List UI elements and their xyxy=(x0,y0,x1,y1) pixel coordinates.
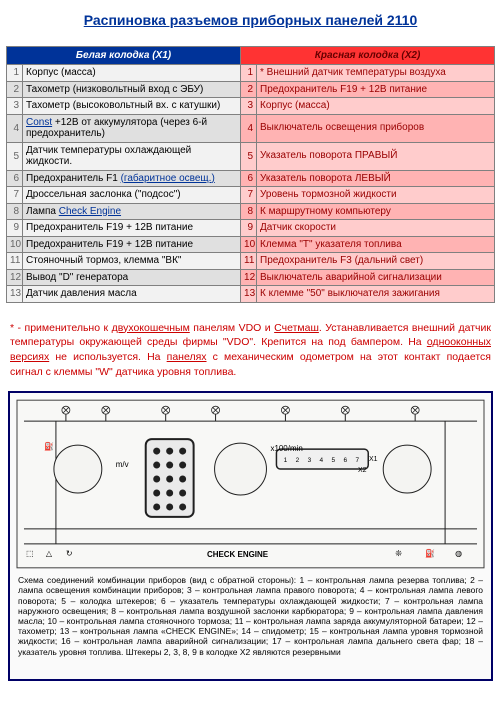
row-num-left: 11 xyxy=(7,253,23,270)
row-text-right: * Внешний датчик температуры воздуха xyxy=(257,65,495,82)
row-text-right: Указатель поворота ЛЕВЫЙ xyxy=(257,170,495,187)
row-text-right: Выключатель аварийной сигнализации xyxy=(257,269,495,286)
pinout-table: Белая колодка (X1) Красная колодка (X2) … xyxy=(6,46,495,303)
row-text-right: Клемма "Т" указателя топлива xyxy=(257,236,495,253)
row-num-right: 3 xyxy=(241,98,257,115)
row-text-left: Const +12В от аккумулятора (через 6-й пр… xyxy=(23,114,241,142)
row-num-right: 7 xyxy=(241,187,257,204)
row-text-left: Датчик температуры охлаждающей жидкости. xyxy=(23,142,241,170)
row-text-right: Указатель поворота ПРАВЫЙ xyxy=(257,142,495,170)
svg-text:⛽: ⛽ xyxy=(425,548,435,558)
row-text-right: Предохранитель F19 + 12В питание xyxy=(257,81,495,98)
row-text-left: Предохранитель F1 (габаритное освещ.) xyxy=(23,170,241,187)
row-num-right: 5 xyxy=(241,142,257,170)
svg-text:3: 3 xyxy=(308,457,312,464)
row-text-left: Лампа Check Engine xyxy=(23,203,241,220)
row-num-right: 6 xyxy=(241,170,257,187)
svg-text:5: 5 xyxy=(332,457,336,464)
row-text-left: Стояночный тормоз, клемма "ВК" xyxy=(23,253,241,270)
row-text-left: Датчик давления масла xyxy=(23,286,241,303)
svg-text:2: 2 xyxy=(296,457,300,464)
svg-text:X2: X2 xyxy=(358,467,367,474)
row-text-left: Вывод "D" генератора xyxy=(23,269,241,286)
row-num-left: 9 xyxy=(7,220,23,237)
wiring-diagram: 123 4567 X1 X2 m/vx100/min CHECK ENGINE … xyxy=(8,391,493,681)
footnote-text: * - применительно к двухокошечным панеля… xyxy=(10,321,491,380)
row-text-right: Выключатель освещения приборов xyxy=(257,114,495,142)
row-num-left: 13 xyxy=(7,286,23,303)
svg-text:X1: X1 xyxy=(369,456,378,463)
svg-text:m/v: m/v xyxy=(116,460,129,469)
row-num-left: 6 xyxy=(7,170,23,187)
row-text-right: К клемме "50" выключателя зажигания xyxy=(257,286,495,303)
row-num-right: 10 xyxy=(241,236,257,253)
row-text-right: Корпус (масса) xyxy=(257,98,495,115)
row-num-right: 2 xyxy=(241,81,257,98)
svg-text:↻: ↻ xyxy=(66,549,73,558)
row-num-left: 1 xyxy=(7,65,23,82)
row-text-left: Предохранитель F19 + 12В питание xyxy=(23,220,241,237)
row-num-right: 9 xyxy=(241,220,257,237)
svg-text:7: 7 xyxy=(355,457,359,464)
row-num-left: 12 xyxy=(7,269,23,286)
svg-text:△: △ xyxy=(46,549,53,558)
header-right: Красная колодка (X2) xyxy=(241,47,495,65)
row-num-left: 3 xyxy=(7,98,23,115)
svg-text:1: 1 xyxy=(284,457,288,464)
row-text-left: Дроссельная заслонка ("подсос") xyxy=(23,187,241,204)
row-text-right: К маршрутному компьютеру xyxy=(257,203,495,220)
row-num-left: 2 xyxy=(7,81,23,98)
row-num-right: 11 xyxy=(241,253,257,270)
page-title: Распиновка разъемов приборных панелей 21… xyxy=(6,12,495,28)
header-left: Белая колодка (X1) xyxy=(7,47,241,65)
row-num-left: 5 xyxy=(7,142,23,170)
row-text-left: Корпус (масса) xyxy=(23,65,241,82)
svg-text:⛽: ⛽ xyxy=(44,441,54,451)
row-num-left: 10 xyxy=(7,236,23,253)
svg-text:6: 6 xyxy=(343,457,347,464)
svg-text:x100/min: x100/min xyxy=(270,444,302,453)
row-num-right: 1 xyxy=(241,65,257,82)
diagram-caption: Схема соединений комбинации приборов (ви… xyxy=(16,572,485,657)
svg-text:⬚: ⬚ xyxy=(26,549,34,558)
svg-text:4: 4 xyxy=(320,457,324,464)
svg-text:❊: ❊ xyxy=(395,549,402,558)
svg-text:◍: ◍ xyxy=(455,549,462,558)
row-text-left: Тахометр (низковольтный вход с ЭБУ) xyxy=(23,81,241,98)
row-num-right: 4 xyxy=(241,114,257,142)
row-text-right: Уровень тормозной жидкости xyxy=(257,187,495,204)
row-text-right: Предохранитель F3 (дальний свет) xyxy=(257,253,495,270)
row-num-right: 12 xyxy=(241,269,257,286)
row-text-left: Предохранитель F19 + 12В питание xyxy=(23,236,241,253)
row-num-left: 4 xyxy=(7,114,23,142)
row-num-right: 8 xyxy=(241,203,257,220)
svg-text:CHECK ENGINE: CHECK ENGINE xyxy=(207,550,268,559)
row-num-left: 8 xyxy=(7,203,23,220)
row-num-left: 7 xyxy=(7,187,23,204)
row-text-right: Датчик скорости xyxy=(257,220,495,237)
row-num-right: 13 xyxy=(241,286,257,303)
row-text-left: Тахометр (высоковольтный вх. с катушки) xyxy=(23,98,241,115)
